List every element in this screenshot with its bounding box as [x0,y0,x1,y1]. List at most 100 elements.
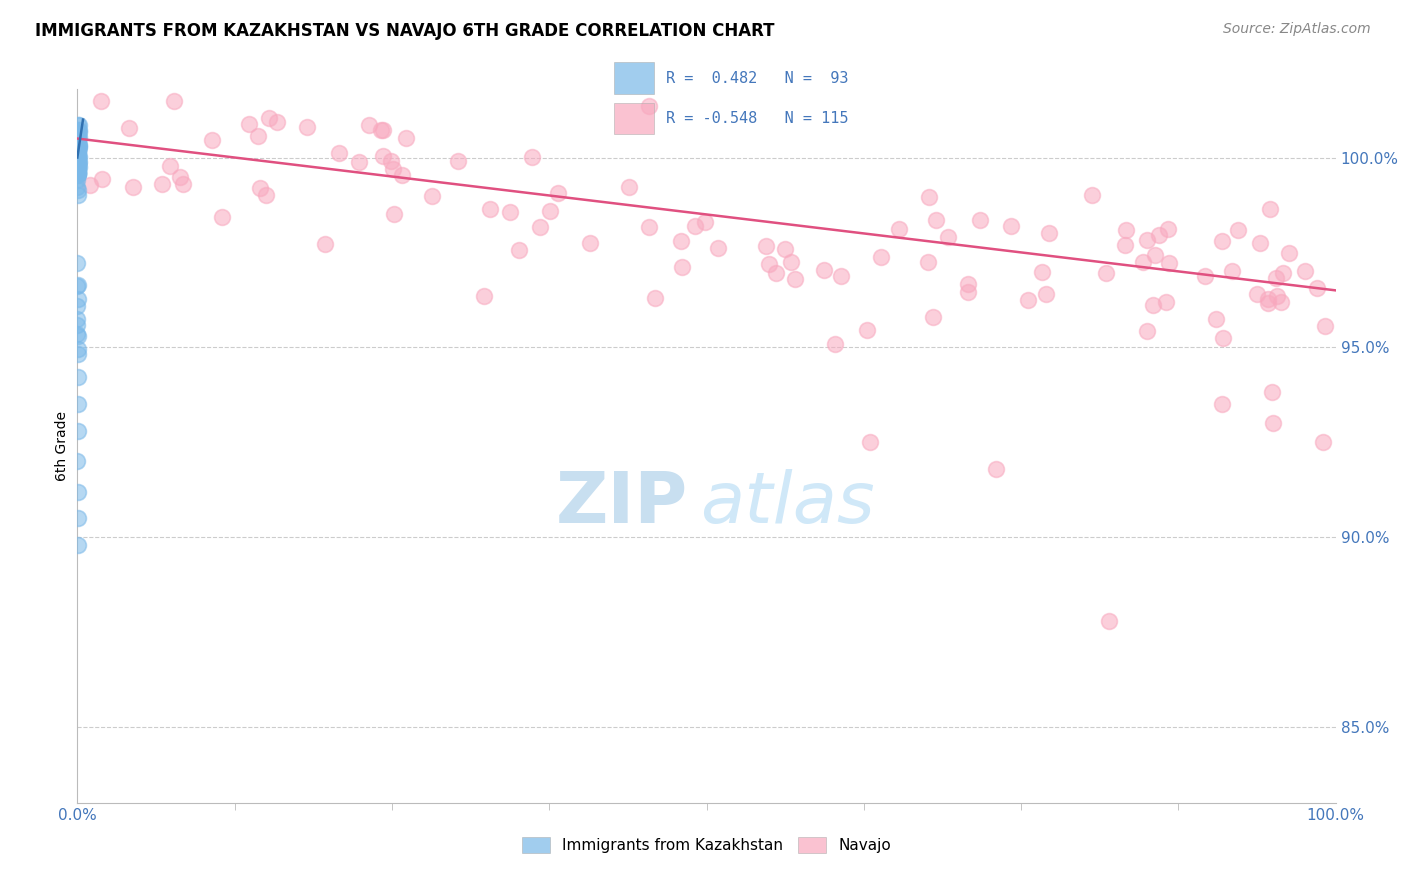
Text: ZIP: ZIP [555,468,688,538]
Point [249,180,271,194]
Point [870,250,893,264]
Point [66,141,89,155]
Point [66,149,89,163]
Point [328,145,350,160]
Point [1081,188,1104,202]
Point [695,215,717,229]
Point [1261,384,1284,399]
Point [922,310,945,324]
Point [447,154,470,169]
Point [1261,416,1284,430]
Point [66,152,89,166]
Point [1035,286,1057,301]
Point [66,135,89,149]
Point [66,187,89,202]
Point [66,179,89,194]
Point [1220,264,1243,278]
Point [936,230,959,244]
Point [66,167,89,181]
Point [1211,234,1233,248]
Point [1306,280,1329,294]
Point [1132,255,1154,269]
Point [859,435,882,450]
Point [66,159,89,173]
Point [247,128,270,143]
Point [671,234,693,248]
Point [67,161,90,175]
Point [66,133,89,147]
Point [67,137,90,152]
Point [66,327,89,342]
Point [257,111,280,125]
Point [67,160,90,174]
Point [66,183,89,197]
Point [1315,319,1337,334]
Point [66,131,89,145]
Point [381,161,404,176]
Point [66,139,89,153]
Point [66,139,89,153]
Point [578,236,600,251]
Point [66,311,89,326]
Point [1246,287,1268,301]
Point [266,115,288,129]
Point [66,134,89,148]
Bar [614,103,654,134]
Point [66,168,89,182]
Point [163,94,186,108]
Text: IMMIGRANTS FROM KAZAKHSTAN VS NAVAJO 6TH GRADE CORRELATION CHART: IMMIGRANTS FROM KAZAKHSTAN VS NAVAJO 6TH… [35,22,775,40]
Point [67,154,90,169]
Point [67,125,90,139]
Point [67,397,90,411]
Point [211,210,233,224]
Point [67,142,90,156]
Point [66,156,89,170]
Point [172,177,194,191]
Point [159,160,181,174]
Point [1017,293,1039,307]
Point [1257,296,1279,310]
Point [758,257,780,271]
Point [66,148,89,162]
Point [66,150,89,164]
Point [1095,266,1118,280]
Point [917,255,939,269]
Point [67,118,90,132]
Text: Source: ZipAtlas.com: Source: ZipAtlas.com [1223,22,1371,37]
Point [66,144,89,158]
Point [66,347,89,361]
Point [969,213,991,227]
Point [707,241,730,255]
Point [984,462,1007,476]
Point [66,370,89,384]
Point [529,219,551,234]
Point [683,219,706,233]
Point [67,140,90,154]
Point [66,454,89,468]
Point [1031,265,1053,279]
Point [67,136,90,150]
Point [314,237,336,252]
Point [67,123,90,137]
Point [122,180,145,194]
Point [150,178,173,192]
Point [66,173,89,187]
Point [66,154,89,169]
Point [67,123,90,137]
Point [347,155,370,169]
Point [644,291,666,305]
Text: atlas: atlas [700,468,875,538]
Point [66,145,89,160]
Point [238,117,260,131]
Text: R = -0.548   N = 115: R = -0.548 N = 115 [666,111,849,126]
Bar [614,62,654,94]
Point [957,277,980,291]
Point [380,153,402,168]
Point [66,342,89,356]
Point [66,329,89,343]
Point [66,118,89,132]
Point [1115,223,1137,237]
Point [813,263,835,277]
Point [90,172,112,186]
Point [295,120,318,135]
